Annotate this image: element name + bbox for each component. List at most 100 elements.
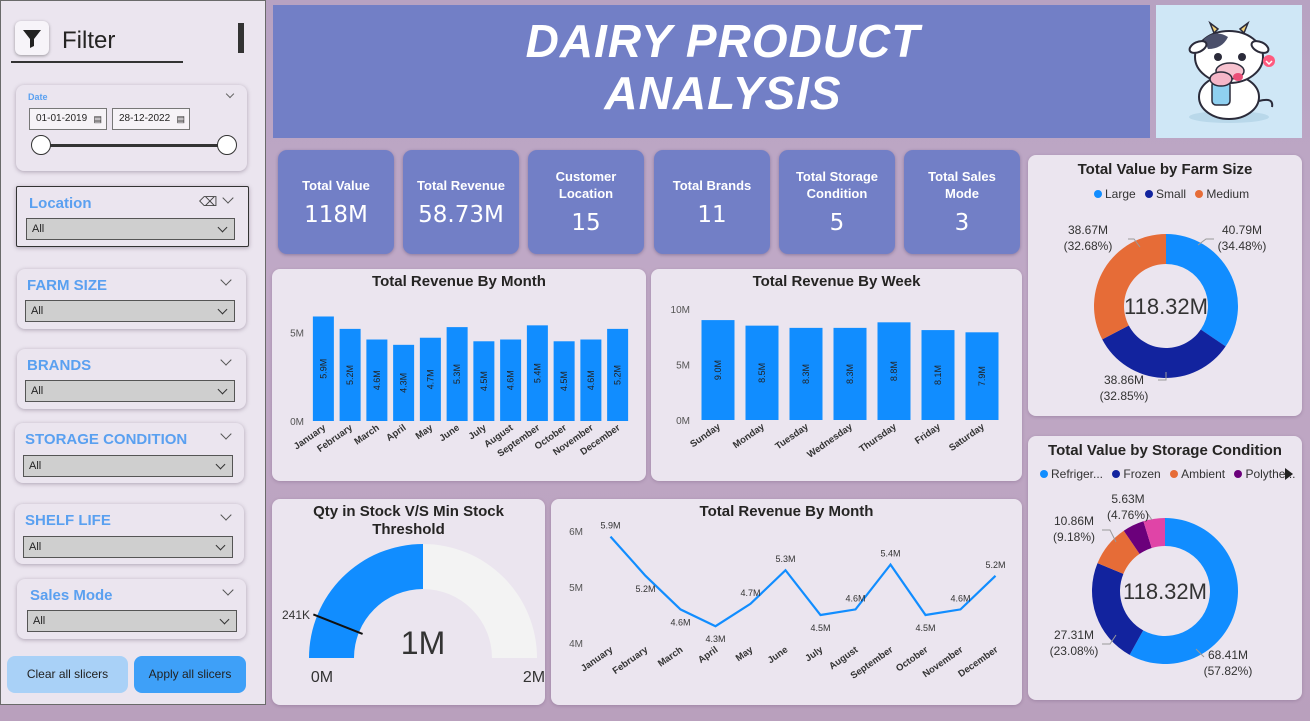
chart-title: Total Revenue By Week (752, 273, 921, 290)
chevron-down-icon[interactable] (220, 509, 232, 521)
chart-title: Total Revenue By Month (699, 503, 874, 520)
data-label: 4.5M (915, 623, 935, 633)
legend-item[interactable]: Small (1156, 187, 1187, 201)
apply-all-slicers-button[interactable]: Apply all slicers (134, 656, 246, 693)
legend-next-arrow-icon[interactable] (1285, 468, 1293, 480)
data-label: 4.6M (845, 593, 865, 603)
leader-line (1128, 238, 1141, 248)
bar-march (366, 339, 388, 421)
data-label: 4.6M (950, 593, 970, 603)
legend-item[interactable]: Polythe... (1245, 467, 1296, 481)
funnel-icon (23, 30, 41, 48)
chevron-down-icon[interactable] (220, 354, 232, 366)
chevron-down-icon (217, 384, 228, 395)
x-tick-label: July (803, 644, 825, 664)
kpi-value: 3 (954, 210, 970, 236)
data-label-value: 38.67M (1068, 223, 1108, 237)
date-end-input[interactable]: 28-12-2022 ▤ (112, 108, 190, 130)
cow-mascot-icon (1188, 20, 1275, 123)
legend-item[interactable]: Frozen (1123, 467, 1161, 481)
dashboard-header: DAIRY PRODUCT ANALYSIS (273, 5, 1150, 138)
data-label: 5.9M (600, 521, 620, 531)
gauge-min-label: 0M (311, 669, 333, 686)
bar-friday (921, 330, 955, 420)
chevron-down-icon[interactable] (220, 428, 232, 440)
donut-slice-small (1102, 325, 1226, 378)
gauge-value: 1M (401, 625, 445, 661)
farm-size-dropdown[interactable]: All (25, 300, 235, 322)
donut-slice-polythene (1123, 521, 1152, 554)
data-label: 5.9M (318, 359, 328, 379)
data-label: 5.2M (345, 365, 355, 385)
x-tick-label: April (696, 644, 720, 665)
data-label-value: 40.79M (1222, 223, 1262, 237)
data-label: 8.5M (757, 363, 767, 383)
storage-donut-card: Total Value by Storage Condition Refrige… (1028, 436, 1302, 700)
bar-monday (745, 325, 779, 420)
kpi-customer-location: Customer Location 15 (528, 150, 644, 254)
y-tick-label: 5M (676, 361, 690, 372)
data-label: 4.6M (586, 370, 596, 390)
x-tick-label: June (766, 644, 790, 666)
chevron-down-icon[interactable] (225, 89, 235, 99)
bar-july (473, 341, 495, 421)
legend-item[interactable]: Medium (1206, 187, 1250, 201)
date-slicer: Date 01-01-2019 ▤ 28-12-2022 ▤ (16, 85, 247, 171)
location-dropdown[interactable]: All (26, 218, 235, 240)
legend-swatch (1170, 470, 1179, 478)
data-label-percent: (9.18%) (1053, 530, 1095, 544)
legend-swatch (1234, 470, 1243, 478)
donut-slice-other (1143, 518, 1165, 549)
legend-item[interactable]: Large (1105, 187, 1136, 201)
bar-april (393, 344, 415, 421)
x-tick-label: June (437, 422, 461, 444)
x-tick-label: April (384, 422, 408, 443)
data-label-value: 10.86M (1054, 514, 1094, 528)
kpi-value: 118M (304, 202, 368, 228)
chevron-down-icon[interactable] (220, 274, 232, 286)
chevron-down-icon (217, 222, 228, 233)
y-tick-label: 0M (676, 416, 690, 427)
panel-collapse-handle[interactable] (238, 23, 244, 53)
chevron-down-icon (215, 459, 226, 470)
x-tick-label: Sunday (688, 421, 723, 450)
chevron-down-icon (215, 540, 226, 551)
data-label: 8.1M (933, 365, 943, 385)
chevron-down-icon[interactable] (222, 192, 234, 204)
data-label: 5.2M (985, 560, 1005, 570)
calendar-icon[interactable]: ▤ (93, 114, 102, 124)
calendar-icon[interactable]: ▤ (176, 114, 185, 124)
bar-june (446, 327, 468, 421)
brands-slicer-label: BRANDS (27, 357, 92, 374)
clear-all-slicers-button[interactable]: Clear all slicers (7, 656, 128, 693)
page-title: DAIRY PRODUCT ANALYSIS (273, 15, 1173, 119)
x-tick-label: Thursday (857, 421, 899, 455)
page-title-line-1: DAIRY PRODUCT (525, 15, 921, 67)
shelf-life-dropdown[interactable]: All (23, 536, 233, 558)
bar-saturday (965, 332, 999, 420)
date-start-input[interactable]: 01-01-2019 ▤ (29, 108, 107, 130)
gauge-max-label: 2M (523, 669, 545, 686)
date-range-start-handle[interactable] (31, 135, 51, 155)
x-tick-label: March (352, 422, 381, 447)
data-label: 5.4M (532, 363, 542, 383)
brands-dropdown[interactable]: All (25, 380, 235, 402)
revenue-by-week-bar-chart: 0M 5M 10M 9.0M Sunday 8.5M Monday 8.3M Tuesday 8.… (671, 305, 999, 461)
chart-legend: Large Small Medium (1088, 187, 1249, 201)
legend-item[interactable]: Refriger... (1051, 467, 1104, 481)
kpi-label: Total Revenue (417, 178, 505, 193)
sales-mode-dropdown[interactable]: All (27, 610, 237, 632)
storage-condition-dropdown[interactable]: All (23, 455, 233, 477)
chevron-down-icon[interactable] (222, 584, 234, 596)
eraser-icon[interactable]: ⌫ (199, 195, 218, 210)
leader-line (1158, 372, 1167, 381)
filter-toggle-button[interactable] (15, 21, 49, 55)
data-label: 5.3M (775, 554, 795, 564)
chart-title: Qty in Stock V/S Min Stock Threshold (313, 503, 504, 538)
legend-item[interactable]: Ambient (1181, 467, 1226, 481)
x-tick-label: Saturday (947, 421, 987, 454)
chart-title: Total Revenue By Month (372, 273, 546, 290)
stock-gauge-card: Qty in Stock V/S Min Stock Threshold 241… (272, 499, 545, 705)
donut-slice-large (1166, 234, 1238, 347)
date-range-end-handle[interactable] (217, 135, 237, 155)
